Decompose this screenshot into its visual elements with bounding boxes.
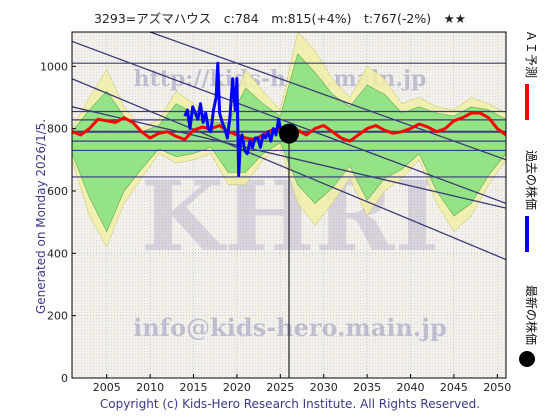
- current-price-dot: [279, 123, 299, 144]
- plot-clip-group: http://kids-hero.main.jpKHRIinfo@kids-he…: [72, 32, 506, 378]
- trend-line: [72, 40, 506, 205]
- copyright-text: Copyright (c) Kids-Hero Research Institu…: [100, 397, 480, 411]
- x-tick-label: 2030: [310, 381, 338, 394]
- x-tick-label: 2035: [353, 381, 381, 394]
- y-tick-label: 400: [47, 247, 68, 260]
- x-tick-label: 2045: [440, 381, 468, 394]
- legend-label: ＡＩ予測: [524, 30, 538, 78]
- plot-area: http://kids-hero.main.jpKHRIinfo@kids-he…: [40, 31, 511, 394]
- x-tick-label: 2015: [180, 381, 208, 394]
- x-tick-label: 2005: [93, 381, 121, 394]
- watermark-email: info@kids-hero.main.jp: [133, 313, 447, 342]
- y-tick-label: 1000: [40, 60, 68, 73]
- plot-frame: [71, 31, 507, 379]
- x-tick-label: 2020: [223, 381, 251, 394]
- y-tick-label: 0: [61, 372, 68, 385]
- y-tick-label: 800: [47, 123, 68, 136]
- x-tick-label: 2025: [266, 381, 294, 394]
- chart-title: 3293=アズマハウス c:784 m:815(+4%) t:767(-2%) …: [93, 11, 466, 26]
- legend-label: 最新の株価: [524, 285, 539, 345]
- legend-label: 過去の株価: [524, 150, 539, 210]
- y-tick-label: 600: [47, 185, 68, 198]
- x-tick-label: 2050: [483, 381, 511, 394]
- x-tick-label: 2040: [397, 381, 425, 394]
- legend-swatch: [519, 351, 535, 367]
- x-tick-label: 2010: [136, 381, 164, 394]
- trend-line: [148, 32, 506, 161]
- past-price-line: [183, 61, 290, 177]
- y-tick-label: 200: [47, 310, 68, 323]
